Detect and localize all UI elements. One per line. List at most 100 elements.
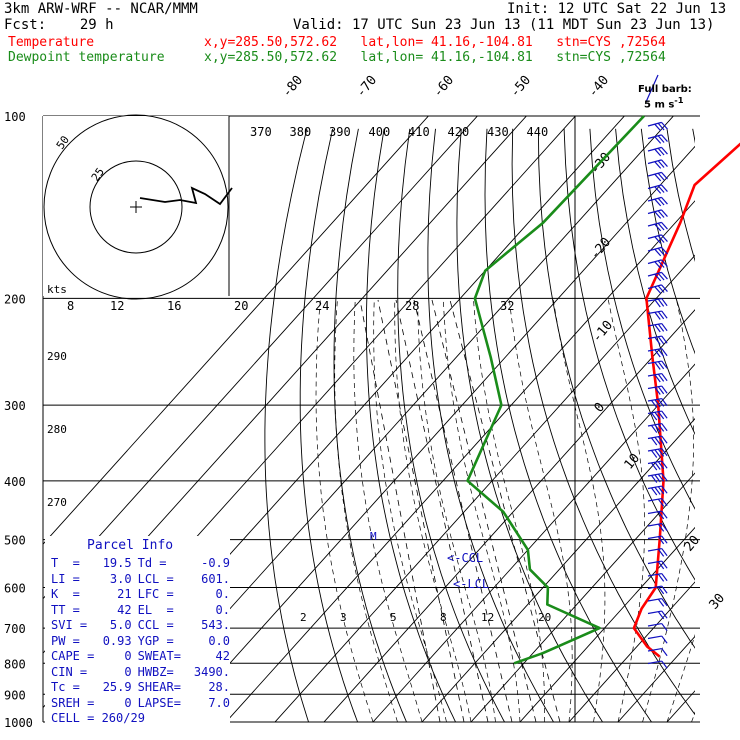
barb-flag xyxy=(657,247,665,256)
barb-flag xyxy=(654,161,662,169)
theta-label: 440 xyxy=(527,125,549,139)
barb-flag xyxy=(654,136,662,144)
parcel-info-cell: HWBZ= xyxy=(137,664,174,679)
barb-flag xyxy=(654,186,662,194)
parcel-info-cell: -0.9 xyxy=(201,556,230,570)
parcel-info-cell: LAPSE= xyxy=(137,695,181,710)
wind-barb xyxy=(647,385,668,395)
parcel-info-cell: Td = xyxy=(137,556,167,570)
annotation-m: M xyxy=(370,530,377,543)
parcel-info-cell: 42 xyxy=(117,602,132,617)
barb-flag xyxy=(657,348,665,357)
wind-barb xyxy=(647,660,668,669)
barb-staff xyxy=(647,572,662,577)
barb-flag xyxy=(657,411,665,420)
barb-flag xyxy=(661,623,668,632)
moist-adiabat xyxy=(353,298,423,722)
pressure-label: 800 xyxy=(4,657,26,671)
barb-flag xyxy=(654,361,661,370)
isotherm-line xyxy=(519,526,695,722)
wind-barb xyxy=(647,209,668,219)
mixing-ratio-label: 12 xyxy=(110,299,124,313)
barb-flag xyxy=(654,236,662,244)
parcel-info-cell: 21 xyxy=(117,587,132,601)
barb-flag xyxy=(654,449,661,458)
barb-flag xyxy=(657,272,665,281)
barb-staff xyxy=(647,647,662,652)
barb-staff xyxy=(647,547,662,552)
barb-flag xyxy=(661,435,668,444)
barb-flag xyxy=(654,148,662,157)
wind-barb xyxy=(647,622,668,632)
parcel-info-row: SREH = 0 LAPSE= 7.0 xyxy=(45,696,230,712)
barb-flag xyxy=(654,386,661,395)
hodograph-ring-label: 25 xyxy=(89,165,107,183)
parcel-info-cell: SWEAT= xyxy=(137,649,181,663)
mixing-ratio-label: 5 xyxy=(390,611,397,624)
dry-adiabat xyxy=(333,128,408,722)
moist-adiabat xyxy=(442,298,521,722)
parcel-info-panel: Parcel Info T = 19.5 Td = -0.9 LI = 3.0 LCL = 6… xyxy=(45,536,230,726)
barb-flag xyxy=(661,398,668,407)
parcel-info-row: TT = 42 EL = 0. xyxy=(45,603,230,619)
barb-staff xyxy=(647,246,662,252)
barb-flag xyxy=(657,210,665,218)
barb-flag xyxy=(657,511,665,520)
barb-flag xyxy=(661,209,668,217)
barb-staff xyxy=(647,585,662,590)
mixing-ratio-label: 12 xyxy=(481,611,494,624)
dry-adiabat xyxy=(365,128,457,722)
barb-flag xyxy=(657,473,665,482)
barb-flag xyxy=(661,348,668,357)
wind-barb xyxy=(647,184,668,194)
barb-flag xyxy=(654,123,662,132)
barb-flag xyxy=(657,523,665,532)
wind-barb xyxy=(647,422,668,433)
parcel-info-row: CIN = 0 HWBZ= 3490. xyxy=(45,665,230,681)
wind-barb xyxy=(647,497,668,507)
barb-staff xyxy=(647,171,662,177)
barb-legend: Full barb: 5 m s-1 xyxy=(638,84,692,110)
barb-flag xyxy=(657,448,665,457)
barb-staff xyxy=(647,535,662,540)
barb-flag xyxy=(661,284,668,292)
isotherm-label: -50 xyxy=(508,73,535,101)
pressure-label: 700 xyxy=(4,622,26,636)
barb-flag xyxy=(661,298,668,307)
barb-flag xyxy=(654,424,661,433)
barb-staff xyxy=(647,221,662,227)
barb-staff xyxy=(647,146,662,152)
wind-barb xyxy=(647,159,668,169)
barb-flag xyxy=(654,474,661,483)
temperature-legend: Temperature xyxy=(8,35,95,50)
barb-flag xyxy=(657,536,665,545)
dewpoint-legend: Dewpoint temperature xyxy=(8,50,165,65)
barb-flag xyxy=(661,335,668,344)
pressure-label: 100 xyxy=(4,110,26,124)
dry-adiabat xyxy=(456,128,604,722)
barb-flag xyxy=(657,611,665,620)
barb-flag xyxy=(657,285,665,293)
barb-legend-title: Full barb: xyxy=(638,84,692,95)
dewpoint-location: x,y=285.50,572.62 lat,lon= 41.16,-104.81… xyxy=(204,50,666,65)
parcel-info-cell: CCL = xyxy=(137,618,174,632)
mixing-ratio-label: 8 xyxy=(67,299,74,313)
wind-barb xyxy=(647,221,668,232)
mixing-ratio-line xyxy=(359,299,441,722)
wind-barb xyxy=(647,510,668,520)
dry-adiabat xyxy=(299,128,359,722)
barb-flag xyxy=(654,349,661,358)
barb-flag xyxy=(657,573,665,582)
pressure-label: 500 xyxy=(4,534,26,548)
hodograph-trace xyxy=(139,186,233,206)
barb-flag xyxy=(654,173,662,182)
dry-adiabat xyxy=(264,128,310,722)
barb-flag xyxy=(661,648,668,657)
barb-flag xyxy=(661,134,668,142)
wind-barb xyxy=(647,647,668,657)
dry-adiabat-label: 290 xyxy=(47,350,67,363)
parcel-info-cell: LI = xyxy=(51,571,80,586)
barb-flag xyxy=(650,437,658,446)
barb-flag xyxy=(661,196,668,205)
isotherm-line xyxy=(666,690,695,722)
